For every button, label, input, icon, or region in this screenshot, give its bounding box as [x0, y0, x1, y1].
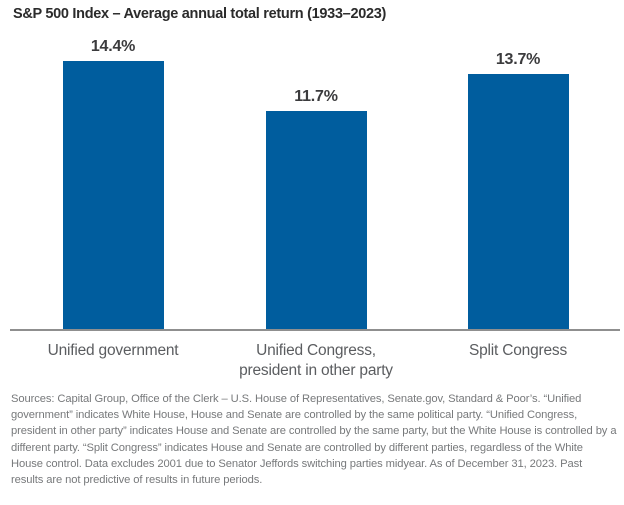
bar-2	[265, 111, 367, 329]
bar-value-label: 11.7%	[294, 88, 338, 105]
bar-value-label: 13.7%	[495, 51, 541, 68]
x-axis-line	[10, 329, 620, 331]
bar-value-label: 14.4%	[90, 38, 136, 55]
category-label: Unified government	[47, 342, 179, 359]
bar-3	[467, 74, 569, 329]
bar-1	[62, 61, 164, 329]
chart-title: S&P 500 Index – Average annual total ret…	[13, 6, 387, 22]
category-label: Split Congress	[469, 342, 567, 359]
source-footnote: Sources: Capital Group, Office of the Cl…	[11, 393, 617, 487]
category-label: Unified Congress, president in other par…	[239, 342, 393, 379]
